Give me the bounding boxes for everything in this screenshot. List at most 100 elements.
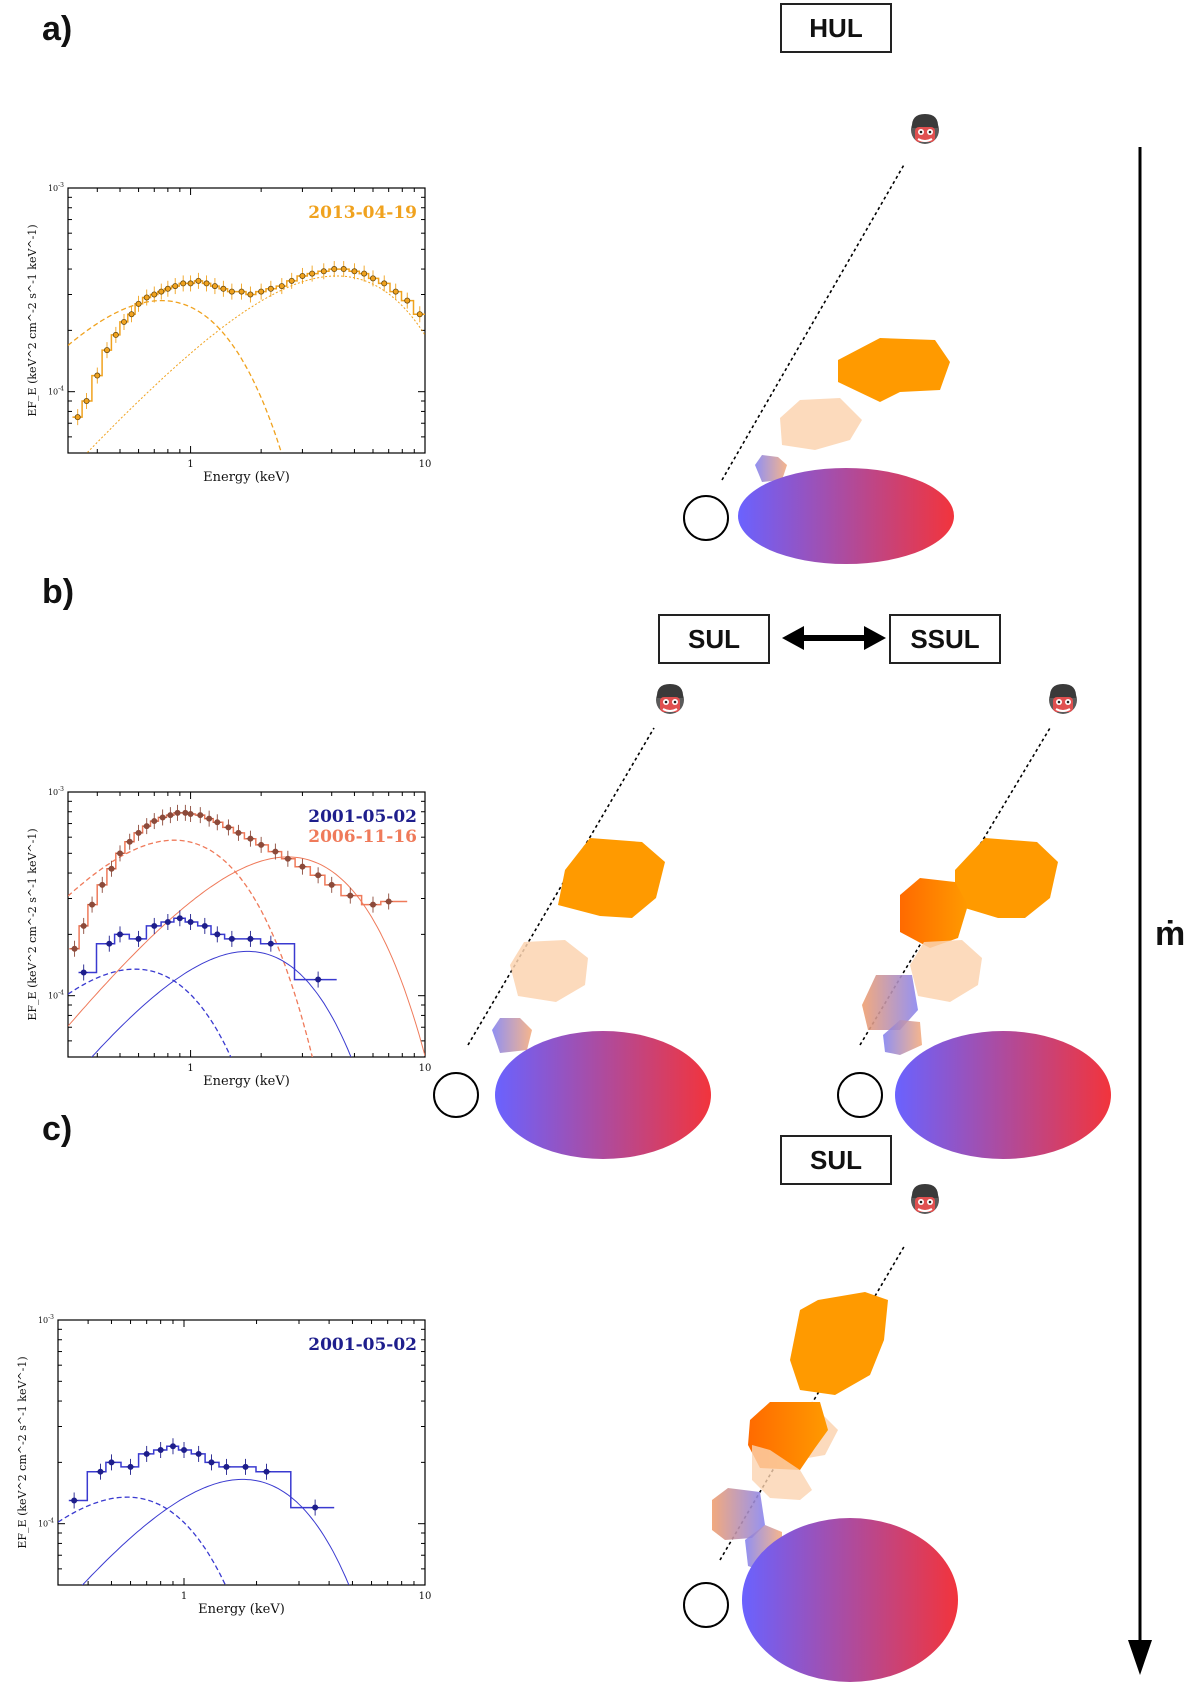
scene-b-sul [433,683,711,1159]
data-point [117,931,124,938]
panel-label-b: b) [42,573,75,611]
plot-frame [57,1319,426,1586]
data-point [135,935,142,942]
data-point [108,865,115,872]
data-point [172,283,179,290]
x-tick-label: 1 [181,1591,187,1602]
data-point [97,1468,104,1475]
axis-ticks [67,791,426,1058]
hard-component [86,275,425,453]
data-point [151,291,158,298]
x-tick-label: 10 [419,459,432,470]
data-point [164,919,171,926]
data-point [267,940,274,947]
data-point [195,277,202,284]
state-box-ssul: SSUL [889,614,1001,664]
model-step-line [69,812,408,950]
data-point [284,855,291,862]
compact-object [683,1582,729,1628]
data-point [120,318,127,325]
data-point [167,812,174,819]
accretion-rate-arrow [1128,147,1152,1675]
x-tick-label: 10 [419,1591,432,1602]
accretion-rate-symbol: ṁ [1155,915,1186,953]
scene-a [683,113,954,564]
y-tick-label: 10-3 [38,1314,54,1325]
x-tick-label: 1 [187,1063,193,1074]
data-point [176,915,183,922]
data-point [238,288,245,295]
data-point [214,819,221,826]
data-point [309,270,316,277]
observer-icon [655,683,685,715]
data-point [151,818,158,825]
scene-c [683,1183,958,1682]
data-point [361,270,368,277]
wind-clump [712,1488,765,1540]
data-point [220,285,227,292]
y-tick-label: 10-4 [48,386,64,397]
accretion-disk [895,1031,1111,1159]
y-tick-label: 10-3 [48,786,64,797]
wind-clump [862,975,918,1030]
x-axis-label: Energy (keV) [203,1074,290,1089]
data-point [182,809,189,816]
data-point [312,1504,319,1511]
data-point [272,848,279,855]
data-point [278,283,285,290]
wind-clump [790,1292,888,1395]
data-point [208,1459,215,1466]
data-point [151,922,158,929]
data-point [174,809,181,816]
x-axis-label: Energy (keV) [203,470,290,485]
data-point [187,280,194,287]
line-of-sight [467,727,655,1046]
state-box-sul-c: SUL [780,1135,892,1185]
data-point [416,311,423,318]
data-point [80,922,87,929]
plot-area [58,1438,350,1585]
legend-entry: 2013-04-19 [308,203,417,223]
wind-clump [838,338,950,402]
wind-clump [900,878,968,948]
data-point [247,835,254,842]
plot-area [68,261,425,453]
y-tick-label: 10-4 [38,1518,54,1529]
state-box-sul: SUL [658,614,770,664]
x-tick-label: 1 [187,459,193,470]
data-point [258,288,265,295]
plot-frame [67,791,426,1058]
data-point [315,872,322,879]
panel-label-a: a) [42,10,73,48]
data-point [99,881,106,888]
y-axis-label: EF_E (keV^2 cm^-2 s^-1 keV^-1) [26,828,39,1020]
data-point [158,288,165,295]
data-point [392,288,399,295]
data-point [299,272,306,279]
data-point [242,1463,249,1470]
data-point [247,935,254,942]
data-point [347,892,354,899]
legend-entry: 2001-05-02 [308,807,417,827]
data-point [369,901,376,908]
data-point [112,331,119,338]
data-point [201,922,208,929]
data-point [71,945,78,952]
data-point [117,850,124,857]
data-point [299,863,306,870]
scene-b-ssul [837,683,1111,1159]
data-point [247,291,254,298]
wind-clump [910,940,982,1002]
data-point [164,285,171,292]
data-point [320,268,327,275]
data-point [195,1450,202,1457]
x-tick-label: 10 [419,1063,432,1074]
observer-icon [910,1183,940,1215]
line-of-sight [721,162,906,481]
compact-object [837,1072,883,1118]
data-point [228,288,235,295]
data-point [181,1447,188,1454]
data-point [258,841,265,848]
spectrum-chart-b: 1 10 10-3 10-4 Energy (keV) EF_E (keV^2 cm^-2… [26,786,432,1089]
accretion-disk [738,468,954,564]
